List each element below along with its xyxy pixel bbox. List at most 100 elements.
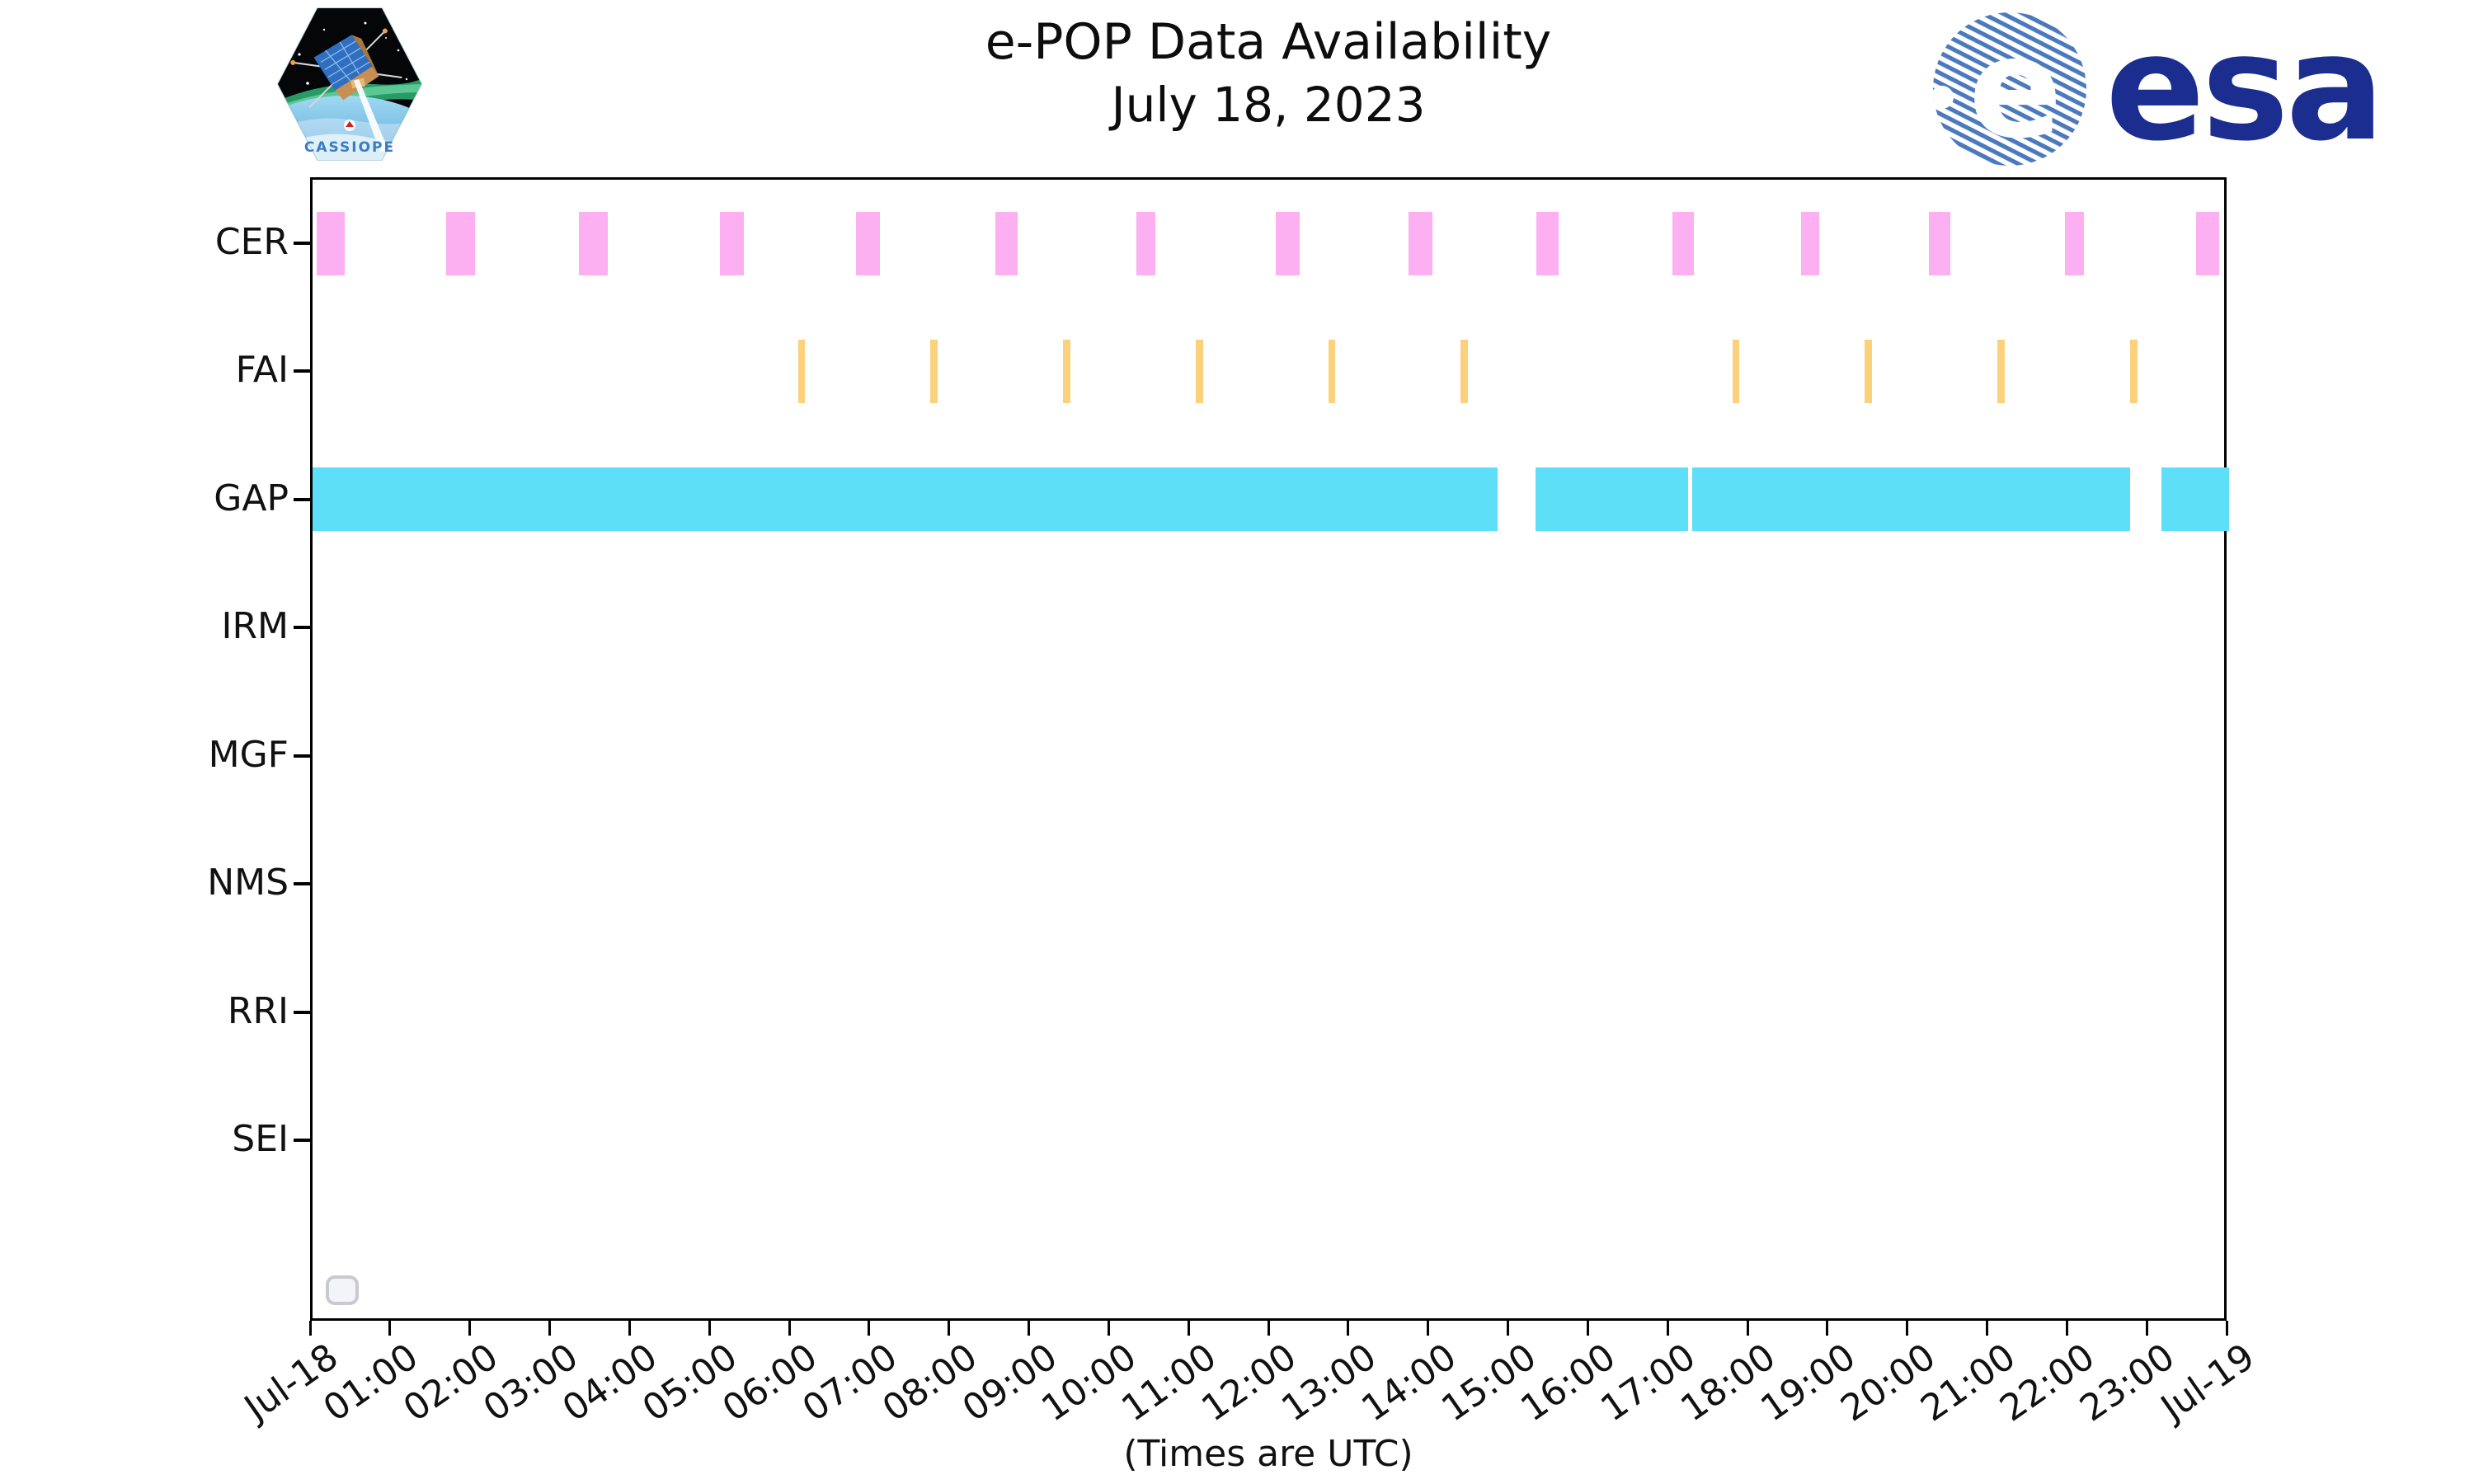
x-tick-mark [388,1321,392,1336]
x-tick-label-2300: 23:00 [2072,1336,2183,1430]
esa-globe-icon [1933,12,2086,166]
x-tick-mark [1028,1321,1030,1336]
y-axis-label-rri: RRI [227,989,289,1032]
gap-availability-bar [313,467,1498,532]
cer-availability-bar [2196,211,2220,275]
y-axis-label-sei: SEI [232,1118,289,1161]
x-tick-mark [468,1321,472,1336]
x-tick-label-2000: 20:00 [1832,1336,1943,1430]
x-tick-mark [1826,1321,1829,1336]
x-tick-mark [788,1321,791,1336]
x-tick-mark [1267,1321,1270,1336]
x-tick-mark [628,1321,631,1336]
x-tick-label-1300: 13:00 [1273,1336,1385,1430]
plot-area [310,177,2229,1321]
x-tick-label-0700: 07:00 [794,1336,905,1430]
patch-stars [291,21,408,85]
x-tick-mark [1187,1321,1190,1336]
page-title: e-POP Data Availability [985,13,1552,71]
esa-globe-dot [1933,86,1954,109]
x-tick-label-0800: 08:00 [874,1336,985,1430]
cer-availability-bar [719,211,744,275]
fai-availability-bar [930,339,938,403]
y-axis-label-irm: IRM [221,605,289,648]
x-tick-mark [1107,1321,1110,1336]
cassiope-mission-patch: CASSIOPE [275,5,425,163]
x-tick-mark [1666,1321,1669,1336]
cer-availability-bar [445,211,475,275]
x-tick-label-1900: 19:00 [1752,1336,1864,1430]
y-axis-label-gap: GAP [214,477,289,519]
x-tick-label-0100: 01:00 [315,1336,426,1430]
y-tick-mark [294,882,310,886]
title-block: e-POP Data Availability July 18, 2023 [310,10,2227,135]
x-tick-mark [308,1321,312,1336]
y-tick-mark [294,626,310,630]
cer-availability-bar [1408,211,1432,275]
gap-availability-bar [1692,467,2130,532]
y-tick-mark [294,497,310,501]
x-tick-mark [2145,1321,2148,1336]
x-tick-label-0600: 06:00 [715,1336,825,1430]
y-tick-mark [294,754,310,758]
cer-availability-bar [1536,211,1559,275]
x-tick-mark [2225,1321,2228,1336]
cer-availability-bar [1928,211,1951,275]
y-axis-label-mgf: MGF [208,733,289,776]
esa-logo: e esa [1917,2,2396,173]
fai-availability-bar [1865,339,1873,403]
patch-beam [354,79,388,152]
x-tick-mark [948,1321,951,1336]
x-tick-label-jul-19: Jul-19 [2153,1336,2263,1430]
x-tick-mark [1347,1321,1350,1336]
y-tick-mark [294,369,310,373]
x-tick-label-1200: 12:00 [1194,1336,1305,1430]
x-tick-label-0200: 02:00 [395,1336,506,1430]
esa-wordmark: esa [2105,8,2382,169]
patch-csa-mark [344,120,355,131]
x-tick-mark [548,1321,551,1336]
gap-availability-bar [1535,467,1689,532]
x-tick-mark [868,1321,871,1336]
fai-availability-bar [2129,339,2138,403]
cer-availability-bar [995,211,1018,275]
cer-availability-bar [316,211,345,275]
fai-availability-bar [1063,339,1070,403]
patch-aurora-glow [278,84,421,115]
x-tick-label-1800: 18:00 [1673,1336,1784,1430]
cer-availability-bar [2065,211,2084,275]
fai-availability-bar [1997,339,2005,403]
y-axis-label-nms: NMS [207,862,289,904]
y-tick-mark [294,1010,310,1014]
legend-box [326,1275,359,1305]
cassiope-patch-graphic: CASSIOPE [276,7,423,161]
cer-availability-bar [1672,211,1695,275]
esa-logo-graphic: e esa [1933,2,2385,173]
gap-availability-bar [2161,467,2229,532]
y-tick-mark [294,242,310,245]
fai-availability-bar [1732,339,1740,403]
x-axis-title: (Times are UTC) [1123,1433,1413,1475]
x-tick-mark [1906,1321,1909,1336]
y-axis-label-cer: CER [214,221,289,263]
x-tick-mark [1507,1321,1509,1336]
fai-availability-bar [1195,339,1203,403]
x-tick-mark [1427,1321,1430,1336]
cer-availability-bar [579,211,609,275]
esa-globe-e: e [1968,8,2062,169]
y-tick-mark [294,1139,310,1143]
page-subtitle: July 18, 2023 [1111,77,1426,133]
y-axis-label-fai: FAI [235,349,289,392]
cer-availability-bar [1800,211,1820,275]
cer-availability-bar [856,211,881,275]
cassiope-patch-label: CASSIOPE [304,139,395,156]
x-tick-mark [1746,1321,1749,1336]
x-tick-mark [1586,1321,1589,1336]
cer-availability-bar [1275,211,1300,275]
x-tick-mark [1986,1321,1988,1336]
cer-availability-bar [1136,211,1155,275]
fai-availability-bar [797,339,806,403]
x-tick-label-1400: 14:00 [1353,1336,1464,1430]
fai-availability-bar [1460,339,1469,403]
